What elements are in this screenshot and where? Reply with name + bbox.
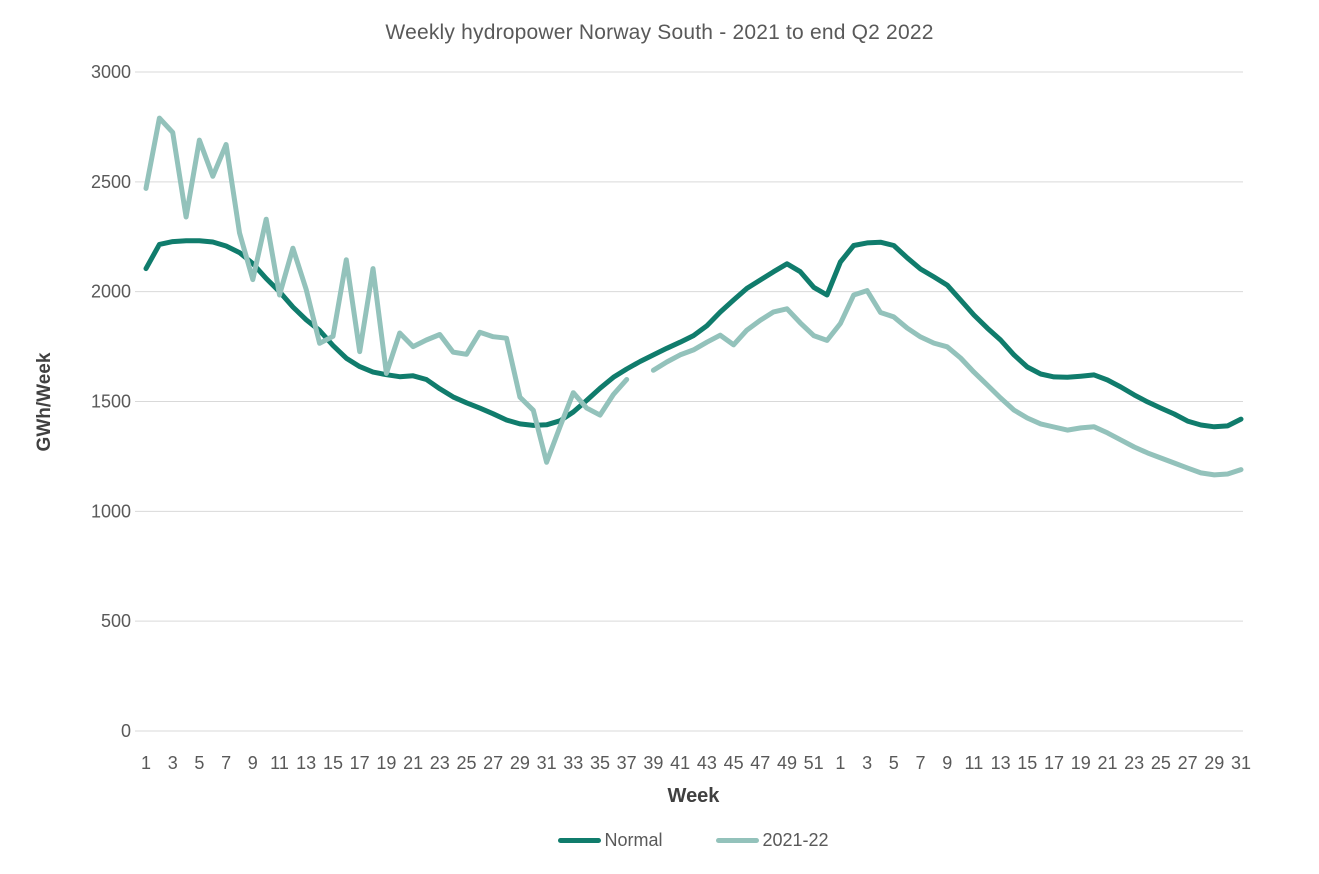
x-tick-label: 51	[804, 753, 824, 773]
x-tick-label: 19	[1071, 753, 1091, 773]
x-tick-label: 39	[643, 753, 663, 773]
legend: Normal 2021-22	[146, 830, 1241, 851]
x-tick-label: 7	[915, 753, 925, 773]
x-tick-label: 13	[296, 753, 316, 773]
x-tick-label: 45	[724, 753, 744, 773]
x-tick-label: 23	[430, 753, 450, 773]
x-tick-label: 15	[1017, 753, 1037, 773]
x-tick-label: 5	[889, 753, 899, 773]
chart-title: Weekly hydropower Norway South - 2021 to…	[385, 21, 934, 44]
x-tick-label: 43	[697, 753, 717, 773]
x-tick-label: 37	[617, 753, 637, 773]
x-tick-label: 35	[590, 753, 610, 773]
x-tick-label: 29	[1204, 753, 1224, 773]
x-tick-label: 31	[537, 753, 557, 773]
y-tick-label-3000: 3000	[91, 62, 131, 82]
x-tick-label: 21	[403, 753, 423, 773]
x-tick-label: 1	[835, 753, 845, 773]
x-tick-label: 29	[510, 753, 530, 773]
x-tick-label: 41	[670, 753, 690, 773]
y-tick-label-1000: 1000	[91, 501, 131, 521]
x-tick-label: 11	[965, 753, 984, 773]
x-tick-label: 3	[862, 753, 872, 773]
season-line-swatch	[716, 838, 760, 843]
x-tick-label: 15	[323, 753, 343, 773]
x-tick-label: 9	[248, 753, 258, 773]
x-tick-label: 7	[221, 753, 231, 773]
y-tick-label-0: 0	[121, 721, 131, 741]
x-tick-label: 9	[942, 753, 952, 773]
x-tick-label: 27	[1178, 753, 1198, 773]
series-line-normal	[143, 238, 1244, 430]
series-line-2021-22	[143, 115, 1244, 478]
x-tick-label: 3	[168, 753, 178, 773]
x-tick-label: 47	[750, 753, 770, 773]
x-tick-label: 23	[1124, 753, 1144, 773]
x-tick-label: 31	[1231, 753, 1251, 773]
x-tick-label: 11	[270, 753, 289, 773]
x-tick-label: 19	[376, 753, 396, 773]
normal-line-swatch	[558, 838, 602, 843]
y-tick-label-2500: 2500	[91, 172, 131, 192]
legend-item-normal: Normal	[558, 830, 662, 851]
y-tick-label-500: 500	[101, 611, 131, 631]
x-tick-label: 27	[483, 753, 503, 773]
legend-label-2021-22: 2021-22	[762, 830, 829, 850]
x-tick-label: 25	[1151, 753, 1171, 773]
y-axis-title: GWh/Week	[34, 352, 55, 452]
x-tick-label: 1	[141, 753, 151, 773]
x-tick-label: 25	[456, 753, 476, 773]
y-tick-label-1500: 1500	[91, 392, 131, 412]
legend-item-2021-22: 2021-22	[716, 830, 829, 851]
x-tick-label: 17	[350, 753, 370, 773]
x-tick-label: 49	[777, 753, 797, 773]
x-tick-label: 13	[991, 753, 1011, 773]
x-tick-label: 17	[1044, 753, 1064, 773]
x-tick-label: 33	[563, 753, 583, 773]
legend-label-normal: Normal	[604, 830, 663, 850]
x-tick-label: 5	[194, 753, 204, 773]
y-tick-label-2000: 2000	[91, 282, 131, 302]
x-tick-label: 21	[1097, 753, 1117, 773]
x-axis-title: Week	[667, 785, 720, 807]
